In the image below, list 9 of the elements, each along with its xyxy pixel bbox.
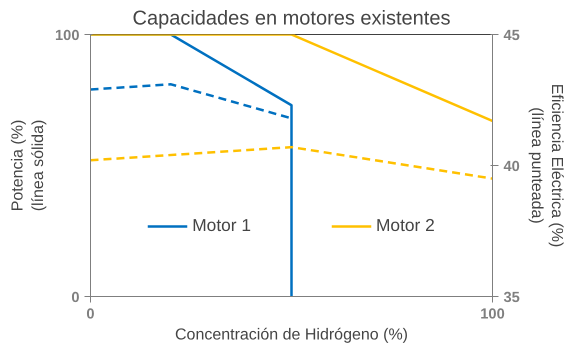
x-axis-title: Concentración de Hidrógeno (%) xyxy=(174,326,408,344)
chart-title: Capacidades en motores existentes xyxy=(132,8,450,30)
y-axis-title: Potencia (%) (línea sólida) xyxy=(10,120,48,212)
y2-tick-label: 45 xyxy=(504,28,520,44)
legend-label: Motor 2 xyxy=(376,215,435,236)
y2-tick-label: 40 xyxy=(504,159,520,175)
y2-axis-title: Eficiencia Eléctrica (%) (línea punteada) xyxy=(528,84,566,248)
legend-label: Motor 1 xyxy=(192,215,251,236)
y2-tick-label: 35 xyxy=(504,290,520,306)
